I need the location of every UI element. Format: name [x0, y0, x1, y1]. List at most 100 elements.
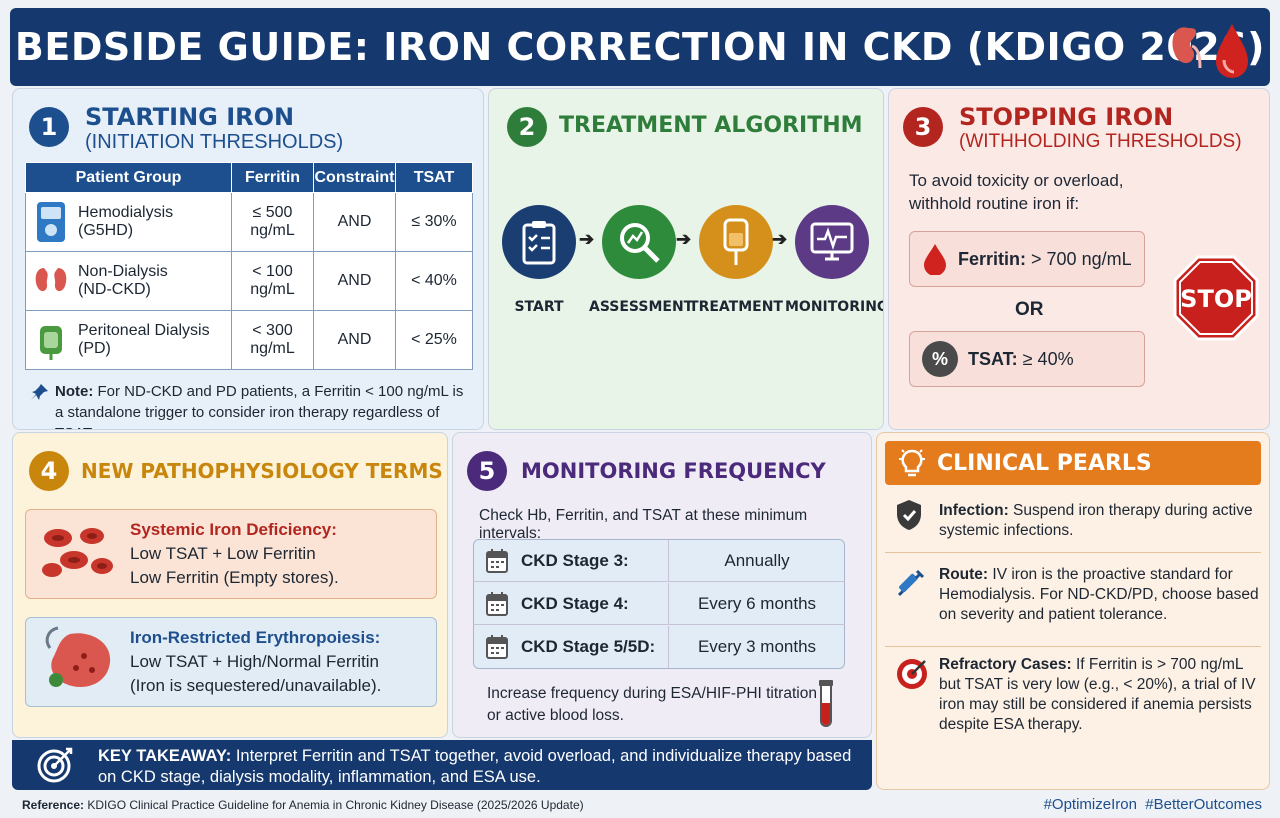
- target-arrow-icon: [37, 747, 73, 783]
- calendar-icon: [486, 635, 508, 659]
- target-icon: [897, 659, 927, 689]
- section-title-starting-iron: STARTING IRON: [85, 103, 295, 131]
- tsat-stop-value: ≥ 40%: [1017, 348, 1074, 369]
- dialysis-machine-icon: [37, 202, 65, 242]
- iv-bag-icon: [699, 205, 773, 279]
- table-row: Hemodialysis (G5HD) ≤ 500 ng/mL AND ≤ 30%: [25, 192, 473, 252]
- hashtags: #OptimizeIron #BetterOutcomes: [1043, 796, 1262, 813]
- ferritin-cell: < 100 ng/mL: [231, 251, 314, 311]
- interval-cell: Every 3 months: [697, 637, 817, 656]
- patient-group-cell: Non-Dialysis (ND-CKD): [25, 251, 232, 311]
- ferritin-value: ≤ 500: [252, 204, 293, 221]
- reference-label: Reference:: [22, 797, 85, 812]
- footer: Reference: KDIGO Clinical Practice Guide…: [22, 796, 1262, 813]
- pathophysiology-panel: 4 NEW PATHOPHYSIOLOGY TERMS Systemic Iro…: [12, 432, 448, 738]
- box-line: Low TSAT + High/Normal Ferritin: [130, 652, 379, 671]
- spleen-organ-icon: [45, 626, 111, 688]
- shield-icon: [897, 500, 921, 530]
- lightbulb-icon: [899, 449, 925, 477]
- arrow-right-icon: ➔: [676, 229, 692, 249]
- interval-cell: Every 6 months: [697, 593, 817, 613]
- clipboard-icon: [502, 205, 576, 279]
- blood-drop-icon: [1216, 24, 1248, 78]
- col-header-patient-group: Patient Group: [25, 162, 232, 193]
- pearl-infection: Infection: Suspend iron therapy during a…: [885, 495, 1261, 553]
- col-header-tsat: TSAT: [395, 162, 473, 193]
- red-blood-cells-icon: [42, 528, 113, 577]
- patient-group-cell: Hemodialysis (G5HD): [25, 192, 232, 252]
- pearl-route: Route: IV iron is the proactive standard…: [885, 555, 1261, 647]
- reference: Reference: KDIGO Clinical Practice Guide…: [22, 798, 584, 812]
- group-code: (PD): [78, 340, 111, 357]
- footer-line: Increase frequency during ESA/HIF-PHI ti…: [487, 685, 817, 702]
- group-code: (G5HD): [78, 222, 134, 239]
- box-line: Low TSAT + Low Ferritin: [130, 544, 316, 563]
- ferritin-cell: < 300 ng/mL: [231, 310, 314, 370]
- stage-cell: CKD Stage 4:: [473, 583, 669, 624]
- iron-restricted-erythropoiesis-box: Iron-Restricted Erythropoiesis: Low TSAT…: [25, 617, 437, 707]
- section-number-5: 5: [467, 451, 507, 491]
- monitor-pulse-icon: [795, 205, 869, 279]
- ferritin-unit: ng/mL: [250, 222, 295, 239]
- dialysis-bag-icon: [40, 326, 62, 360]
- section-subtitle-initiation: (INITIATION THRESHOLDS): [85, 131, 344, 153]
- stage-cell: CKD Stage 5/5D:: [473, 626, 669, 668]
- algorithm-step-start: START: [499, 205, 579, 315]
- arrow-right-icon: ➔: [772, 229, 788, 249]
- group-name: Hemodialysis: [78, 204, 174, 221]
- percent-icon: %: [922, 341, 958, 377]
- table-row: CKD Stage 3: Annually: [473, 540, 845, 582]
- monitoring-footer-note: Increase frequency during ESA/HIF-PHI ti…: [487, 683, 817, 727]
- monitoring-frequency-panel: 5 MONITORING FREQUENCY Check Hb, Ferriti…: [452, 432, 872, 738]
- pearl-text: Suspend iron therapy during active syste…: [939, 502, 1253, 539]
- col-header-ferritin: Ferritin: [231, 162, 314, 193]
- takeaway-label: KEY TAKEAWAY:: [98, 747, 232, 765]
- table-row: Peritoneal Dialysis (PD) < 300 ng/mL AND <…: [25, 310, 473, 370]
- pearl-label: Route:: [939, 566, 989, 583]
- stage-cell: CKD Stage 3:: [473, 540, 669, 581]
- group-code: (ND-CKD): [78, 281, 151, 298]
- ferritin-value: < 100: [252, 263, 293, 280]
- section-number-3: 3: [903, 107, 943, 147]
- header-icons: [1170, 22, 1250, 80]
- tsat-cell: < 25%: [395, 310, 473, 370]
- pearl-text: If Ferritin is > 700 ng/mL but TSAT is v…: [939, 656, 1256, 733]
- box-line: Low Ferritin (Empty stores).: [130, 568, 339, 587]
- starting-iron-panel: 1 STARTING IRON (INITIATION THRESHOLDS) …: [12, 88, 484, 430]
- patient-group-cell: Peritoneal Dialysis (PD): [25, 310, 232, 370]
- initiation-note: Note: For ND-CKD and PD patients, a Ferr…: [31, 381, 473, 429]
- ferritin-unit: ng/mL: [250, 281, 295, 298]
- calendar-icon: [486, 591, 508, 616]
- algorithm-step-monitoring: MONITORING: [785, 205, 884, 315]
- box-title: Iron-Restricted Erythropoiesis:: [130, 628, 381, 647]
- stop-sign-icon: STOP: [1173, 255, 1259, 341]
- pearls-header: CLINICAL PEARLS: [885, 441, 1261, 485]
- constraint-cell: AND: [313, 192, 396, 252]
- section-subtitle-withholding: (WITHHOLDING THRESHOLDS): [959, 131, 1242, 152]
- test-tube-icon: [819, 680, 833, 727]
- withhold-intro: To avoid toxicity or overload, withhold …: [909, 171, 1124, 213]
- tsat-stop-label: TSAT:: [968, 348, 1018, 369]
- step-label: START: [514, 299, 564, 315]
- note-text: For ND-CKD and PD patients, a Ferritin <…: [55, 383, 464, 429]
- step-label: MONITORING: [785, 299, 884, 315]
- initiation-thresholds-table: Patient Group Ferritin Constraint TSAT H…: [25, 162, 473, 370]
- footer-line: or active blood loss.: [487, 707, 624, 724]
- step-label: TREATMENT: [689, 299, 783, 315]
- box-line: (Iron is sequestered/unavailable).: [130, 676, 382, 695]
- section-number-4: 4: [29, 451, 69, 491]
- stage-label: CKD Stage 5/5D:: [521, 637, 656, 656]
- ferritin-unit: ng/mL: [250, 340, 295, 357]
- constraint-cell: AND: [313, 251, 396, 311]
- section-number-1: 1: [29, 107, 69, 147]
- calendar-icon: [486, 548, 508, 573]
- pearl-label: Infection:: [939, 502, 1009, 519]
- group-name: Peritoneal Dialysis: [78, 322, 210, 339]
- section-title-treatment-algorithm: TREATMENT ALGORITHM: [559, 113, 863, 138]
- reference-text: KDIGO Clinical Practice Guideline for An…: [84, 797, 584, 812]
- interval-cell: Annually: [724, 550, 790, 570]
- algorithm-step-treatment: TREATMENT: [689, 205, 783, 315]
- monitoring-table: [473, 539, 845, 669]
- pearl-refractory: Refractory Cases: If Ferritin is > 700 n…: [885, 649, 1261, 761]
- pearl-label: Refractory Cases:: [939, 656, 1072, 673]
